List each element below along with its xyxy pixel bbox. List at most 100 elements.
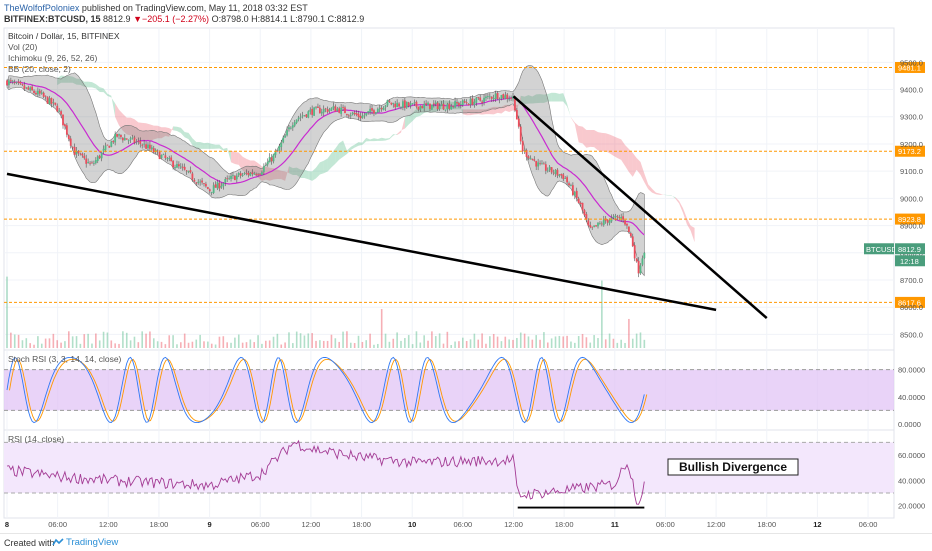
tradingview-brand[interactable]: TradingView [66, 537, 119, 548]
candle-body [8, 80, 10, 86]
candle-body [214, 184, 217, 188]
candle-body [415, 101, 418, 107]
candle-body [143, 143, 146, 145]
candle-body [172, 160, 174, 168]
candle-body [226, 178, 229, 180]
candle-body [114, 133, 117, 143]
candle-body [315, 107, 317, 108]
cloud-segment [281, 170, 286, 181]
candle-body [249, 172, 252, 176]
trendlines[interactable] [6, 95, 768, 320]
cloud-segment [381, 137, 386, 141]
candle-body [83, 155, 86, 159]
volume-bar [454, 341, 456, 348]
candle-body [419, 105, 422, 110]
volume-bar [496, 336, 499, 348]
volume-bar [56, 340, 59, 348]
candle-body [467, 104, 470, 106]
candle-body [58, 110, 61, 112]
time-tick-label: 06:00 [656, 520, 675, 529]
candle-body [510, 97, 512, 99]
author-link[interactable]: TheWolfofPoloniex [4, 3, 80, 13]
cloud-segment [316, 162, 320, 179]
cloud-segment [88, 81, 92, 88]
cloud-segment [613, 136, 618, 159]
candle-body [575, 190, 578, 199]
candle-body [351, 112, 354, 115]
price-chart[interactable]: 9481.1 9173.2 8923.8 8617.6 9500.0 9400.0 930… [0, 26, 932, 532]
candle-body [158, 151, 161, 160]
candle-body [409, 103, 412, 106]
volume-bar [566, 335, 568, 348]
volume-bar [577, 336, 580, 348]
volume-bar [512, 339, 514, 348]
candle-body [338, 108, 341, 113]
volume-bar [214, 344, 217, 348]
rsi-line [6, 439, 645, 505]
candle-body [162, 154, 165, 156]
volume-bar [631, 338, 634, 348]
candle-body [599, 223, 601, 225]
candle-body [185, 170, 188, 172]
symbol-tag-label: BTCUSD [866, 245, 897, 254]
price-tick-label: 9000.0 [900, 194, 923, 203]
candle-body [278, 146, 281, 151]
time-tick-label: 10 [408, 520, 416, 529]
horizontal-levels[interactable]: 9481.1 9173.2 8923.8 8617.6 [4, 61, 925, 308]
candle-body [166, 158, 169, 160]
candle-body [537, 162, 540, 167]
candle-body [477, 97, 480, 99]
level-tag-1 [895, 145, 925, 157]
candle-body [118, 134, 120, 136]
candle-body [355, 113, 358, 115]
volume-bar [149, 331, 151, 348]
volume-bar [608, 333, 611, 348]
candle-body [303, 115, 306, 116]
candle-body [442, 103, 445, 110]
candle-body [334, 106, 337, 112]
candle-body [56, 105, 59, 112]
cloud-segment [648, 184, 653, 193]
cloud-segment [536, 94, 541, 104]
volume-bar [643, 339, 646, 348]
volume-bar [330, 334, 333, 348]
cloud-segment [304, 169, 309, 180]
candle-body [340, 107, 343, 114]
level-label-0: 9481.1 [898, 63, 921, 72]
candle-body [31, 86, 34, 91]
candle-body [411, 103, 414, 104]
volume-bar [342, 331, 344, 348]
candle-body [307, 111, 310, 118]
candle-body [523, 150, 526, 151]
volume-bar [68, 331, 70, 348]
divergence-annotation-box[interactable] [667, 458, 799, 476]
candle-body [469, 98, 472, 105]
volume-bar [261, 343, 263, 348]
volume-bar [249, 339, 252, 348]
volume-bar [315, 340, 317, 348]
cloud-segment [389, 134, 394, 140]
cloud-segment [605, 133, 610, 154]
candle-body [44, 95, 47, 97]
cloud-segment [238, 152, 243, 171]
volume-bar [237, 334, 240, 348]
candle-body [342, 107, 344, 109]
candle-body [346, 114, 348, 115]
candle-body [259, 173, 261, 175]
candle-body [639, 265, 642, 274]
cloud-segment [590, 130, 595, 148]
candle-body [38, 90, 41, 94]
candle-body [191, 173, 194, 180]
candle-body [359, 115, 362, 119]
ohlc-values: O:8798.0 H:8814.1 L:8790.1 C:8812.9 [211, 14, 365, 24]
candle-body [394, 103, 397, 108]
volume-bar [60, 342, 62, 348]
price-tick-label: 8600.0 [900, 303, 923, 312]
cloud-segment [582, 126, 587, 148]
candle-body [183, 166, 186, 170]
candle-body [500, 95, 503, 99]
candle-body [125, 138, 128, 140]
publish-info: published on TradingView.com, May 11, 20… [81, 3, 308, 13]
volume-bar [489, 336, 491, 348]
candle-body [212, 185, 215, 193]
